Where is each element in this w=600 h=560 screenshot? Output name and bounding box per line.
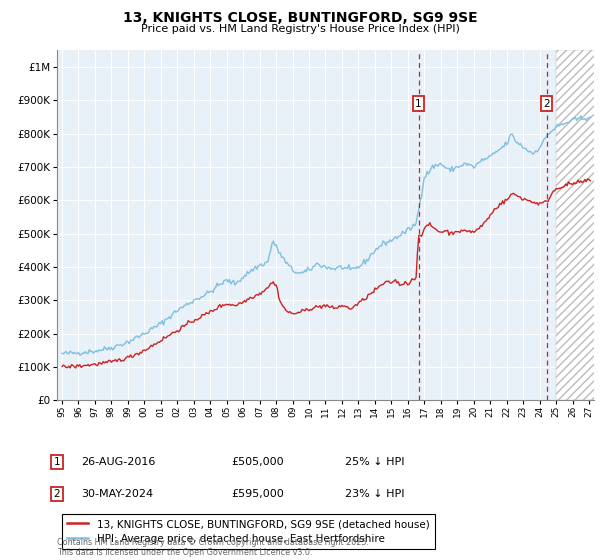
Legend: 13, KNIGHTS CLOSE, BUNTINGFORD, SG9 9SE (detached house), HPI: Average price, de: 13, KNIGHTS CLOSE, BUNTINGFORD, SG9 9SE … (62, 514, 434, 549)
Text: 26-AUG-2016: 26-AUG-2016 (81, 457, 155, 467)
Text: 13, KNIGHTS CLOSE, BUNTINGFORD, SG9 9SE: 13, KNIGHTS CLOSE, BUNTINGFORD, SG9 9SE (122, 11, 478, 25)
Text: 2: 2 (53, 489, 61, 499)
Text: Price paid vs. HM Land Registry's House Price Index (HPI): Price paid vs. HM Land Registry's House … (140, 24, 460, 34)
Text: 1: 1 (53, 457, 61, 467)
Bar (556, 50, 600, 400)
Text: 23% ↓ HPI: 23% ↓ HPI (345, 489, 404, 499)
Text: £505,000: £505,000 (231, 457, 284, 467)
Bar (556, 50, 600, 400)
Text: £595,000: £595,000 (231, 489, 284, 499)
Text: 2: 2 (543, 99, 550, 109)
Text: 30-MAY-2024: 30-MAY-2024 (81, 489, 153, 499)
Text: 1: 1 (415, 99, 422, 109)
Text: Contains HM Land Registry data © Crown copyright and database right 2025.
This d: Contains HM Land Registry data © Crown c… (57, 538, 369, 557)
Text: 25% ↓ HPI: 25% ↓ HPI (345, 457, 404, 467)
